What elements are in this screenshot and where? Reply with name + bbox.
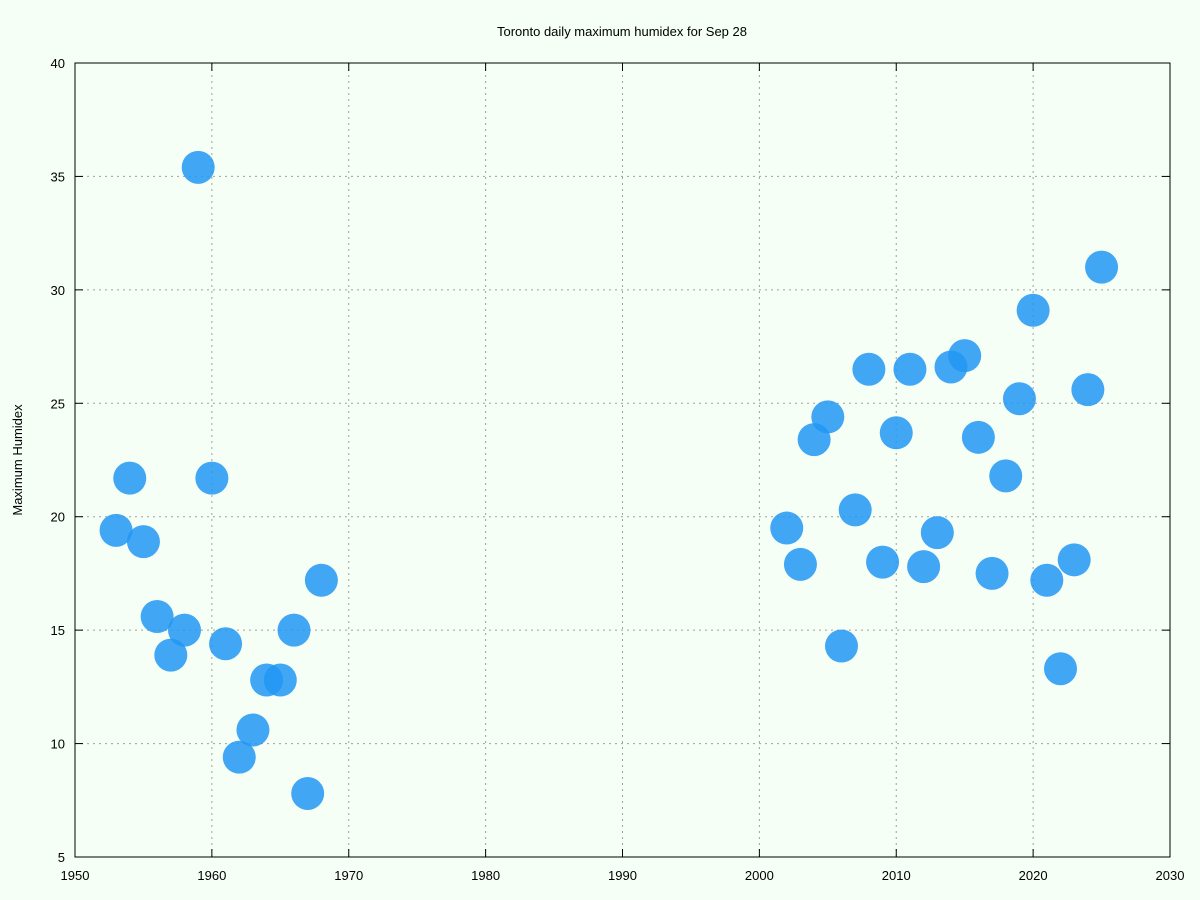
y-tick-label: 10: [51, 737, 65, 752]
data-point: [277, 613, 311, 647]
data-point: [1016, 293, 1050, 327]
data-point: [181, 150, 215, 184]
data-point: [209, 627, 243, 661]
x-tick-label: 2030: [1156, 868, 1185, 883]
grid-lines: [75, 63, 1170, 857]
data-point: [291, 776, 325, 810]
data-point: [770, 511, 804, 545]
y-tick-label: 30: [51, 283, 65, 298]
data-point: [1002, 382, 1036, 416]
data-point: [1085, 250, 1119, 284]
data-point: [126, 525, 160, 559]
data-point: [263, 663, 297, 697]
x-tick-label: 1980: [471, 868, 500, 883]
x-tick-label: 1960: [197, 868, 226, 883]
data-point: [304, 563, 338, 597]
data-point: [113, 461, 147, 495]
data-point: [961, 420, 995, 454]
y-tick-label: 20: [51, 510, 65, 525]
chart-title: Toronto daily maximum humidex for Sep 28: [497, 24, 747, 39]
data-point: [975, 556, 1009, 590]
data-point: [99, 513, 133, 547]
y-tick-label: 25: [51, 396, 65, 411]
data-point: [825, 629, 858, 663]
data-point: [236, 713, 270, 747]
data-point: [222, 740, 256, 774]
y-tick-label: 35: [51, 169, 65, 184]
y-axis-label: Maximum Humidex: [10, 404, 25, 516]
data-point: [879, 416, 913, 450]
x-tick-label: 2010: [882, 868, 911, 883]
plot-frame: [74, 62, 1171, 858]
x-tick-label: 2000: [745, 868, 774, 883]
data-point: [948, 339, 982, 373]
x-tick-label: 1970: [334, 868, 363, 883]
x-tick-label: 1990: [608, 868, 637, 883]
y-tick-label: 40: [51, 56, 65, 71]
data-point: [907, 550, 941, 584]
data-point: [920, 516, 954, 550]
data-point: [893, 352, 927, 386]
data-point: [852, 352, 886, 386]
data-point: [1030, 563, 1064, 597]
x-tick-label: 1950: [61, 868, 90, 883]
data-point: [1044, 652, 1077, 686]
data-point: [811, 400, 845, 434]
data-point: [783, 547, 817, 581]
data-point: [168, 613, 201, 647]
data-point: [154, 638, 188, 672]
y-tick-label: 5: [58, 850, 65, 865]
data-points: [99, 150, 1119, 810]
data-point: [866, 545, 900, 579]
x-tick-label: 2020: [1019, 868, 1048, 883]
data-point: [1057, 543, 1091, 577]
data-point: [838, 493, 872, 527]
y-tick-label: 15: [51, 623, 65, 638]
data-point: [1071, 373, 1105, 407]
data-point: [195, 461, 229, 495]
axis-ticks: 1950 1960 1970 1980 1990 2000 2010 2020 20305101…: [51, 56, 1185, 883]
data-point: [140, 600, 174, 634]
data-point: [989, 459, 1023, 493]
